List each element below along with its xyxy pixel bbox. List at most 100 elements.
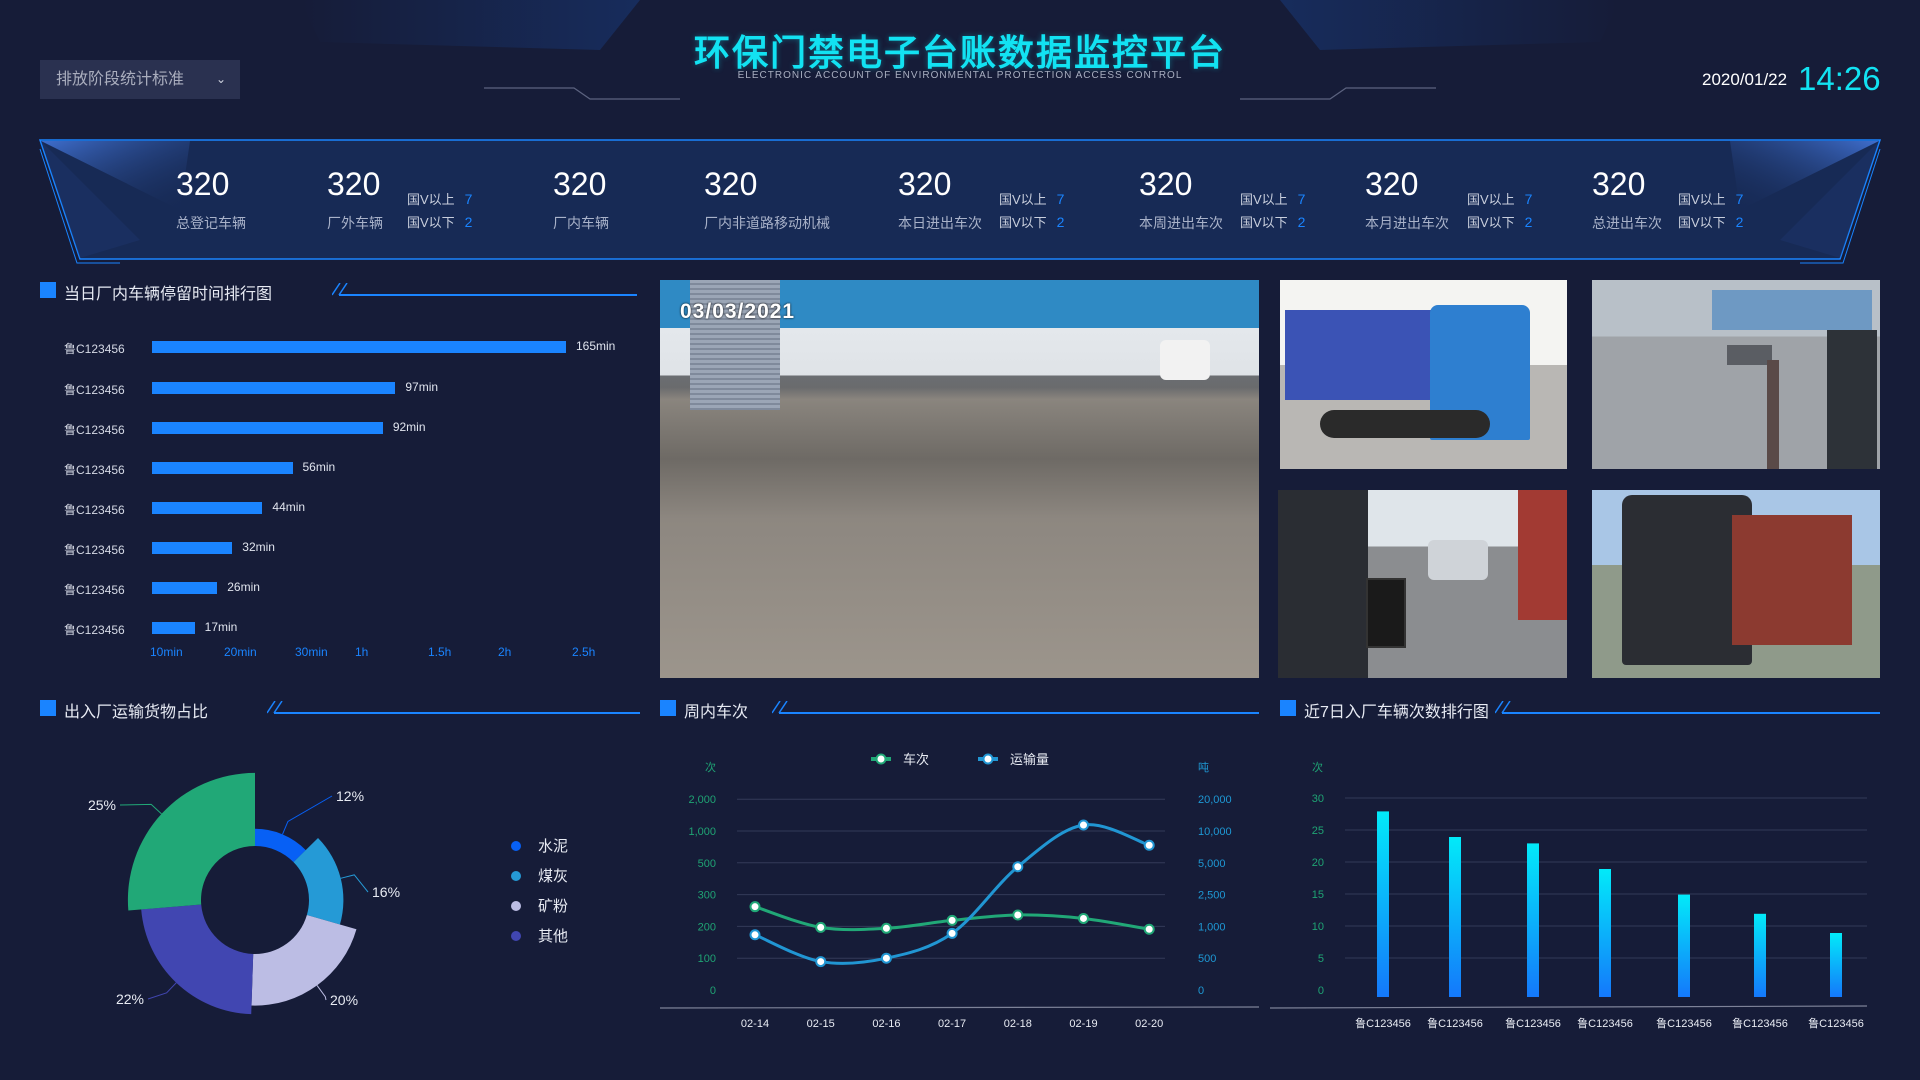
- row-plate-label: 鲁C123456: [64, 623, 125, 637]
- left-axis-unit: 次: [705, 760, 716, 774]
- section-divider: [772, 701, 1259, 714]
- photo-black-truck[interactable]: [1592, 490, 1880, 678]
- emission-standard-dropdown[interactable]: 排放阶段统计标准 ⌄: [40, 60, 240, 99]
- x-tick-label: 02-14: [741, 1018, 769, 1030]
- legend-label: 矿粉: [538, 898, 568, 915]
- divider-slash: [772, 701, 781, 714]
- stat-above-national-v: 国V以上 7: [407, 189, 472, 208]
- data-point: [880, 922, 892, 934]
- stay-value-label: 165min: [576, 339, 616, 353]
- legend-label: 煤灰: [538, 868, 568, 885]
- entry-count-bar: [1754, 913, 1766, 997]
- stats-banner: [38, 139, 1882, 260]
- y-tick-label: 0: [1318, 985, 1324, 997]
- video-timestamp: 03/03/2021: [680, 300, 796, 323]
- stat-label: 本月进出车次: [1365, 215, 1449, 231]
- entry-count-bar: [1678, 894, 1690, 997]
- legend-dot: [511, 901, 521, 911]
- data-point: [880, 952, 892, 964]
- divider-slash: [1495, 701, 1504, 714]
- stay-value-label: 32min: [242, 540, 275, 554]
- shutter-door: [690, 280, 780, 410]
- entry-count-bar: [1527, 843, 1539, 997]
- above-label: 国V以上: [999, 192, 1047, 207]
- dropdown-selected: 排放阶段统计标准: [56, 71, 185, 88]
- data-point: [1012, 909, 1024, 921]
- x-tick-label: 10min: [150, 645, 183, 659]
- below-label: 国V以下: [1678, 215, 1726, 230]
- divider-slash: [1501, 701, 1511, 714]
- above-label: 国V以上: [1467, 192, 1515, 207]
- section-title: 出入厂运输货物占比: [64, 704, 209, 721]
- stat-label: 本周进出车次: [1139, 215, 1223, 231]
- x-tick-label: 02-20: [1135, 1018, 1163, 1030]
- entry-count-bar: [1830, 933, 1842, 997]
- data-point: [1078, 819, 1089, 831]
- photo-blue-truck[interactable]: [1280, 280, 1567, 469]
- stat-value: 320: [1139, 166, 1193, 202]
- video-feed[interactable]: 03/03/2021: [660, 280, 1259, 678]
- x-tick-label: 鲁C123456: [1732, 1016, 1788, 1030]
- x-tick-label: 2.5h: [572, 645, 596, 659]
- photo-gate-camera[interactable]: [1592, 280, 1880, 469]
- section-title: 当日厂内车辆停留时间排行图: [64, 286, 273, 303]
- stat-below-national-v: 国V以下 2: [999, 212, 1064, 231]
- above-value: 7: [1735, 191, 1744, 207]
- left-axis-tick: 200: [698, 921, 716, 933]
- stat-label: 厂外车辆: [327, 215, 383, 231]
- y-tick-label: 20: [1312, 857, 1324, 869]
- row-plate-label: 鲁C123456: [64, 503, 125, 517]
- slice-percent-label: 20%: [330, 992, 358, 1008]
- right-axis-tick: 1,000: [1198, 921, 1226, 933]
- slice-percent-label: 16%: [372, 884, 400, 900]
- data-point: [1143, 923, 1155, 935]
- stat-below-national-v: 国V以下 2: [1678, 212, 1743, 231]
- header-wing-left: [300, 0, 640, 50]
- data-point: [749, 901, 761, 913]
- rose-slice: [293, 838, 344, 925]
- legend-label: 其他: [538, 928, 568, 945]
- rose-slice: [127, 772, 255, 911]
- x-tick-label: 鲁C123456: [1577, 1016, 1633, 1030]
- stay-value-label: 97min: [405, 380, 439, 394]
- section-marker: [1280, 700, 1296, 716]
- label-leader-line: [316, 985, 327, 1001]
- x-tick-label: 1.5h: [428, 645, 452, 659]
- parked-car: [1160, 340, 1210, 380]
- stay-value-label: 56min: [302, 460, 336, 474]
- x-tick-label: 30min: [295, 645, 328, 659]
- below-label: 国V以下: [407, 215, 455, 230]
- stat-label: 总登记车辆: [176, 215, 246, 231]
- section-divider: [267, 701, 640, 714]
- stat-value: 320: [327, 166, 381, 202]
- stat-label: 厂内车辆: [553, 215, 609, 231]
- above-value: 7: [1524, 191, 1533, 207]
- left-axis-tick: 100: [698, 953, 716, 965]
- divider-slash: [273, 701, 283, 714]
- legend-label: 运输量: [1010, 752, 1049, 767]
- stay-bar: [152, 502, 263, 514]
- legend-dot: [511, 931, 521, 941]
- y-axis-unit: 次: [1312, 760, 1323, 774]
- stay-bar: [152, 462, 293, 474]
- divider-slash: [778, 701, 788, 714]
- row-plate-label: 鲁C123456: [64, 342, 125, 356]
- above-label: 国V以上: [1240, 192, 1288, 207]
- row-plate-label: 鲁C123456: [64, 423, 125, 437]
- slice-percent-label: 22%: [116, 991, 144, 1007]
- photo-gate-entrance[interactable]: [1278, 490, 1567, 678]
- stay-bar: [152, 382, 396, 394]
- right-axis-tick: 500: [1198, 953, 1216, 965]
- stat-value: 320: [898, 166, 952, 202]
- stay-value-label: 26min: [227, 580, 260, 594]
- stay-value-label: 17min: [204, 620, 238, 634]
- x-tick-label: 鲁C123456: [1355, 1016, 1411, 1030]
- y-tick-label: 30: [1312, 793, 1324, 805]
- right-axis-tick: 0: [1198, 985, 1204, 997]
- right-axis-unit: 吨: [1198, 761, 1209, 774]
- page-title: 环保门禁电子台账数据监控平台: [693, 32, 1226, 73]
- right-axis-tick: 10,000: [1198, 826, 1232, 838]
- right-axis-tick: 20,000: [1198, 794, 1232, 806]
- row-plate-label: 鲁C123456: [64, 543, 125, 557]
